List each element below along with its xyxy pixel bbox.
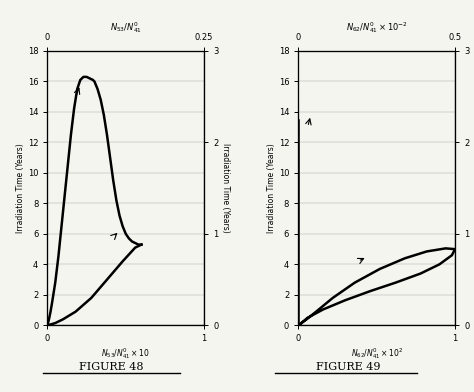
Y-axis label: Irradiation Time (Years): Irradiation Time (Years) <box>472 143 474 233</box>
Text: FIGURE 49: FIGURE 49 <box>316 363 381 372</box>
Text: FIGURE 48: FIGURE 48 <box>79 363 144 372</box>
Y-axis label: Irradiation Time (Years): Irradiation Time (Years) <box>221 143 230 233</box>
X-axis label: $N_{62}/N^{0}_{41} \times 10^{-2}$: $N_{62}/N^{0}_{41} \times 10^{-2}$ <box>346 20 408 34</box>
X-axis label: $N_{62}/N^{0}_{41} \times 10^{2}$: $N_{62}/N^{0}_{41} \times 10^{2}$ <box>351 346 403 361</box>
X-axis label: $N_{53}/N^{0}_{41} \times 10$: $N_{53}/N^{0}_{41} \times 10$ <box>101 346 150 361</box>
Y-axis label: Irradiation Time (Years): Irradiation Time (Years) <box>267 143 276 233</box>
Y-axis label: Irradiation Time (Years): Irradiation Time (Years) <box>16 143 25 233</box>
X-axis label: $N_{53}/N^{0}_{41}$: $N_{53}/N^{0}_{41}$ <box>110 20 142 34</box>
